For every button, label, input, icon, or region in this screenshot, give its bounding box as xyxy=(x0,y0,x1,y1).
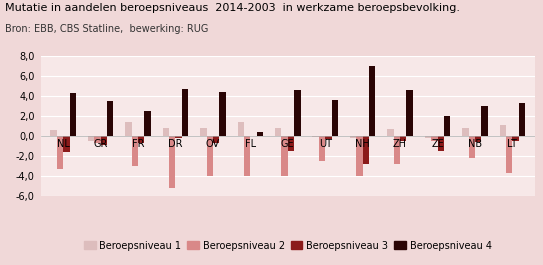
Bar xyxy=(394,136,400,164)
Text: NB: NB xyxy=(468,139,482,149)
Bar xyxy=(294,90,300,136)
Bar xyxy=(431,136,438,141)
Bar xyxy=(356,136,363,176)
Bar xyxy=(444,116,450,136)
Bar xyxy=(138,136,144,143)
Bar xyxy=(182,89,188,136)
Bar xyxy=(144,111,151,136)
Text: LT: LT xyxy=(507,139,517,149)
Bar xyxy=(319,136,325,161)
Bar xyxy=(219,92,226,136)
Text: ZH: ZH xyxy=(393,139,407,149)
Bar xyxy=(257,132,263,136)
Bar xyxy=(50,130,57,136)
Bar xyxy=(175,136,182,138)
Text: OV: OV xyxy=(206,139,220,149)
Bar xyxy=(107,101,113,136)
Bar xyxy=(407,90,413,136)
Bar xyxy=(513,136,519,141)
Bar xyxy=(281,136,288,176)
Bar xyxy=(500,125,506,136)
Bar xyxy=(244,136,250,176)
Bar xyxy=(387,129,394,136)
Bar xyxy=(125,122,132,136)
Legend: Beroepsniveau 1, Beroepsniveau 2, Beroepsniveau 3, Beroepsniveau 4: Beroepsniveau 1, Beroepsniveau 2, Beroep… xyxy=(80,237,496,254)
Bar xyxy=(57,136,63,169)
Bar xyxy=(63,136,70,152)
Text: FL: FL xyxy=(245,139,256,149)
Text: ZE: ZE xyxy=(431,139,444,149)
Bar xyxy=(332,100,338,136)
Bar xyxy=(363,136,369,164)
Bar xyxy=(200,128,206,136)
Text: Mutatie in aandelen beroepsniveaus  2014-2003  in werkzame beroepsbevolking.: Mutatie in aandelen beroepsniveaus 2014-… xyxy=(5,3,460,13)
Bar xyxy=(350,136,356,138)
Bar xyxy=(313,136,319,137)
Bar xyxy=(238,122,244,136)
Bar xyxy=(94,136,100,143)
Bar xyxy=(70,93,76,136)
Bar xyxy=(169,136,175,188)
Bar xyxy=(369,66,375,136)
Bar xyxy=(506,136,513,173)
Text: GE: GE xyxy=(281,139,295,149)
Text: DR: DR xyxy=(168,139,183,149)
Bar xyxy=(475,136,481,142)
Text: FR: FR xyxy=(132,139,144,149)
Bar xyxy=(88,136,94,141)
Bar xyxy=(100,136,107,145)
Bar xyxy=(438,136,444,151)
Text: NH: NH xyxy=(355,139,370,149)
Bar xyxy=(400,136,407,141)
Text: GR: GR xyxy=(93,139,108,149)
Bar xyxy=(519,103,525,136)
Bar xyxy=(206,136,213,176)
Bar xyxy=(163,128,169,136)
Bar xyxy=(325,136,332,139)
Text: NL: NL xyxy=(57,139,70,149)
Text: Bron: EBB, CBS Statline,  bewerking: RUG: Bron: EBB, CBS Statline, bewerking: RUG xyxy=(5,24,209,34)
Text: UT: UT xyxy=(319,139,332,149)
Bar xyxy=(288,136,294,151)
Bar xyxy=(425,136,431,138)
Bar xyxy=(132,136,138,166)
Bar xyxy=(462,128,469,136)
Bar xyxy=(481,106,488,136)
Bar xyxy=(213,136,219,143)
Bar xyxy=(469,136,475,158)
Bar xyxy=(275,128,281,136)
